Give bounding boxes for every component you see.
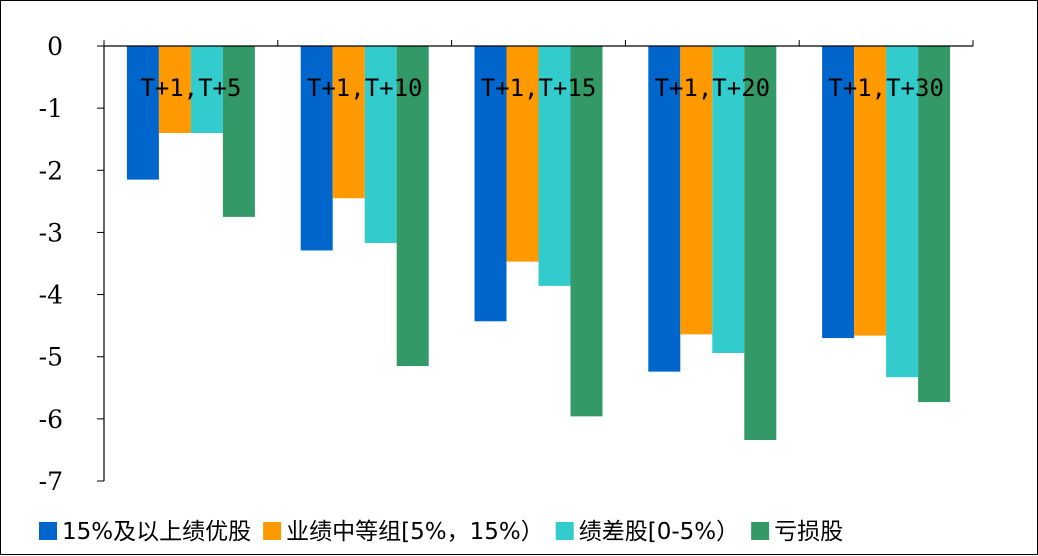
y-tick-label: 0 [47, 32, 63, 61]
bar-5-4 [918, 46, 951, 403]
legend-swatch [751, 522, 770, 540]
category-label: T+1,T+20 [655, 74, 771, 102]
bar-1-2 [158, 46, 191, 133]
bar-3-1 [474, 46, 507, 322]
legend-swatch [555, 522, 574, 540]
category-label: T+1,T+15 [481, 74, 597, 102]
bar-4-1 [648, 46, 681, 372]
legend-label: 绩差股[0-5%） [579, 519, 739, 545]
bar-1-3 [190, 46, 223, 133]
y-tick-label: -7 [39, 467, 63, 496]
legend-label: 亏损股 [774, 519, 843, 545]
legend-label: 业绩中等组[5%，15%） [286, 519, 544, 545]
bar-3-3 [538, 46, 571, 286]
bar-1-4 [222, 46, 255, 217]
y-tick-label: -6 [39, 405, 63, 434]
category-label: T+1,T+30 [828, 74, 944, 102]
bar-2-1 [300, 46, 333, 251]
bars-layer [126, 46, 951, 440]
legend: 15%及以上绩优股 业绩中等组[5%，15%） 绩差股[0-5%） 亏损股 [39, 519, 843, 545]
bar-3-4 [570, 46, 603, 417]
bar-2-2 [332, 46, 365, 199]
bar-5-2 [854, 46, 887, 336]
category-label: T+1,T+5 [140, 74, 241, 102]
y-tick-label: -4 [39, 281, 63, 310]
bar-1-1 [126, 46, 159, 180]
legend-swatch [263, 522, 282, 540]
bar-4-4 [744, 46, 777, 440]
y-tick-label: -1 [39, 94, 63, 123]
axes-layer [97, 40, 974, 482]
bar-5-3 [886, 46, 919, 378]
y-tick-label: -3 [39, 218, 63, 247]
labels-layer: 0 -1 -2 -3 -4 -5 -6 -7 T+1,T+5 T+1,T+10 T+1,T+15 T+… [39, 32, 944, 496]
bar-5-1 [822, 46, 855, 339]
bar-3-2 [506, 46, 539, 262]
bar-2-4 [396, 46, 429, 367]
bar-2-3 [364, 46, 397, 243]
bar-4-2 [680, 46, 713, 335]
legend-label: 15%及以上绩优股 [62, 519, 251, 545]
legend-swatch [39, 522, 57, 540]
y-tick-label: -5 [39, 343, 63, 372]
y-tick-label: -2 [39, 156, 63, 185]
category-label: T+1,T+10 [307, 74, 423, 102]
bar-4-3 [712, 46, 745, 353]
